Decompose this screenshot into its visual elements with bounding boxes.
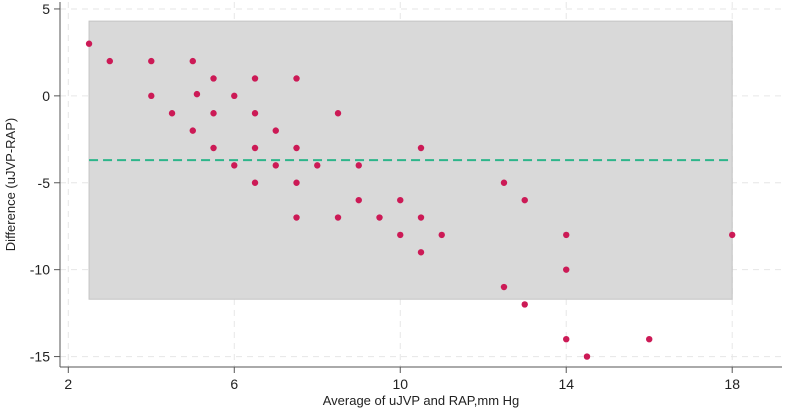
data-point <box>583 353 591 360</box>
data-point <box>231 162 238 169</box>
x-tick-label: 10 <box>392 376 408 392</box>
data-point <box>397 231 404 239</box>
data-point <box>251 75 259 82</box>
tick-labels: 2 6 10 14 18 5 0 -5 -10 -15 <box>30 1 740 392</box>
data-point <box>189 57 196 65</box>
data-points <box>85 40 736 360</box>
y-tick-label: 5 <box>42 1 50 17</box>
data-point <box>210 144 217 152</box>
data-point <box>293 144 300 152</box>
data-point <box>314 162 321 169</box>
data-point <box>210 75 217 82</box>
data-point <box>646 335 653 343</box>
data-point <box>729 231 736 239</box>
x-tick-label: 14 <box>558 376 574 392</box>
data-point <box>334 214 342 221</box>
data-point <box>272 162 279 169</box>
data-point <box>563 335 570 343</box>
data-point <box>563 231 570 239</box>
data-point <box>438 231 445 239</box>
data-point <box>148 57 155 65</box>
data-point <box>417 214 425 221</box>
data-point <box>417 249 425 256</box>
data-point <box>500 179 508 186</box>
x-tick-label: 2 <box>64 376 72 392</box>
data-point <box>521 196 528 204</box>
data-point <box>397 196 404 204</box>
data-point <box>293 75 300 82</box>
y-tick-label: -5 <box>38 175 51 191</box>
data-point <box>417 144 425 152</box>
data-point <box>193 90 201 98</box>
data-point <box>293 179 300 186</box>
y-axis-title: Difference (uJVP-RAP) <box>3 118 18 251</box>
data-point <box>168 110 176 117</box>
data-point <box>355 196 362 204</box>
x-tick-label: 6 <box>230 376 238 392</box>
data-point <box>521 301 528 308</box>
data-point <box>376 214 383 221</box>
data-point <box>355 162 362 169</box>
data-point <box>293 214 300 221</box>
data-point <box>106 57 113 65</box>
data-point <box>251 179 259 186</box>
axes <box>54 2 782 373</box>
data-point <box>563 266 570 273</box>
data-point <box>251 144 259 152</box>
x-tick-label: 18 <box>724 376 740 392</box>
data-point <box>500 283 508 291</box>
data-point <box>148 92 155 100</box>
y-tick-label: 0 <box>42 88 50 104</box>
data-point <box>251 110 259 117</box>
data-point <box>189 127 196 134</box>
y-tick-label: -15 <box>30 349 50 365</box>
data-point <box>231 92 238 100</box>
data-point <box>272 127 279 134</box>
data-point <box>210 110 217 117</box>
data-point <box>85 40 93 47</box>
x-axis-title: Average of uJVP and RAP,mm Hg <box>323 393 520 408</box>
y-tick-label: -10 <box>30 262 50 278</box>
data-point <box>334 110 342 117</box>
